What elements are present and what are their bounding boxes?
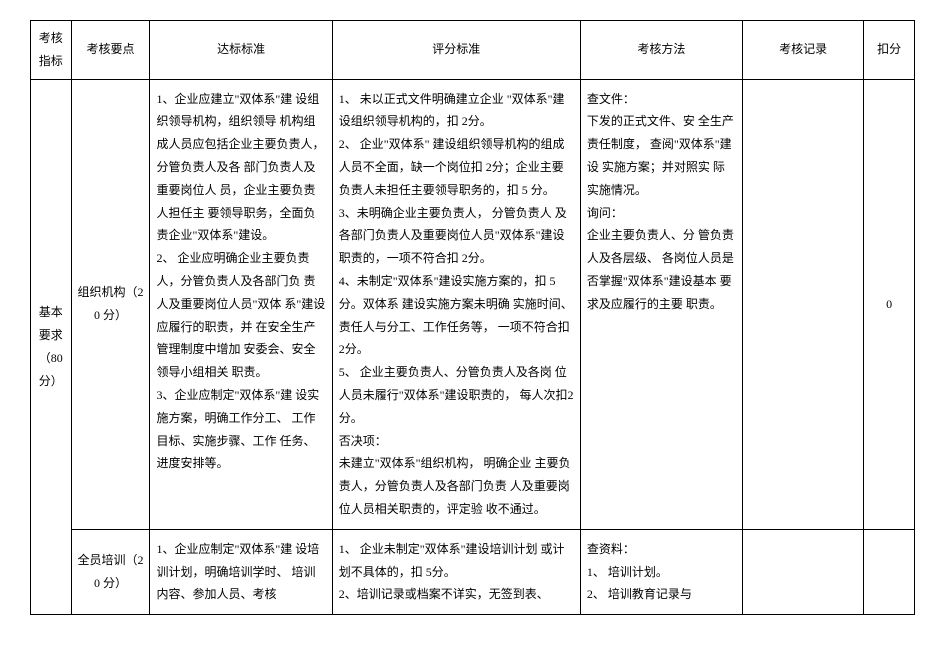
cell-score-2: 1、 企业未制定"双体系"建设培训计划 或计划不具体的，扣 5分。2、培训记录或… [332, 529, 580, 614]
table-row: 全员培训（20 分） 1、企业应制定"双体系"建 设培训计划，明确培训学时、 培… [31, 529, 915, 614]
header-indicator: 考核指标 [31, 21, 72, 80]
cell-record-1 [742, 79, 864, 529]
header-deduct: 扣分 [864, 21, 915, 80]
cell-deduct-1: 0 [864, 79, 915, 529]
header-record: 考核记录 [742, 21, 864, 80]
header-point: 考核要点 [71, 21, 150, 80]
cell-standard-1: 1、企业应建立"双体系"建 设组织领导机构，组织领导 机构组成人员应包括企业主要… [150, 79, 332, 529]
cell-deduct-2 [864, 529, 915, 614]
cell-method-1: 查文件：下发的正式文件、安 全生产责任制度， 查阅"双体系"建设 实施方案；并对… [580, 79, 742, 529]
cell-method-2: 查资料：1、 培训计划。2、 培训教育记录与 [580, 529, 742, 614]
cell-record-2 [742, 529, 864, 614]
cell-standard-2: 1、企业应制定"双体系"建 设培训计划，明确培训学时、 培训内容、参加人员、考核 [150, 529, 332, 614]
header-row: 考核指标 考核要点 达标标准 评分标准 考核方法 考核记录 扣分 [31, 21, 915, 80]
header-score: 评分标准 [332, 21, 580, 80]
assessment-table: 考核指标 考核要点 达标标准 评分标准 考核方法 考核记录 扣分 基本要求（80… [30, 20, 915, 615]
table-row: 基本要求（80分） 组织机构（20 分） 1、企业应建立"双体系"建 设组织领导… [31, 79, 915, 529]
cell-point-2: 全员培训（20 分） [71, 529, 150, 614]
header-method: 考核方法 [580, 21, 742, 80]
cell-score-1: 1、 未以正式文件明确建立企业 "双体系"建设组织领导机构的，扣 2分。2、 企… [332, 79, 580, 529]
header-standard: 达标标准 [150, 21, 332, 80]
cell-indicator: 基本要求（80分） [31, 79, 72, 615]
cell-point-1: 组织机构（20 分） [71, 79, 150, 529]
